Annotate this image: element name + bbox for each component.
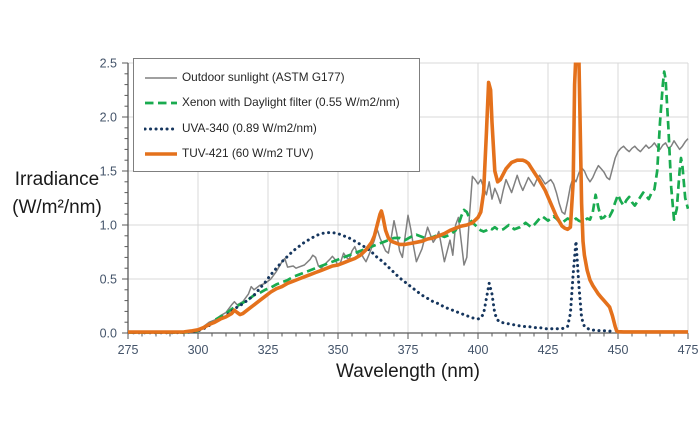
series-lines xyxy=(128,62,689,335)
y-axis-title-line2: (W/m²/nm) xyxy=(12,196,102,218)
y-axis-title: Irradiance (W/m²/nm) xyxy=(0,166,114,221)
legend-item-uva-340: UVA-340 (0.89 W/m2/nm) xyxy=(143,120,417,135)
axes xyxy=(122,62,689,339)
legend-line-sample-outdoor-sunlight xyxy=(144,71,178,83)
series-line-xenon-daylight-filter xyxy=(128,70,689,335)
y-tick-label: 2.5 xyxy=(100,57,117,71)
series-line-tuv-421 xyxy=(128,62,688,334)
legend-label-xenon-daylight-filter: Xenon with Daylight filter (0.55 W/m2/nm… xyxy=(182,95,400,110)
legend-line-sample-tuv-421 xyxy=(144,147,178,159)
legend-item-outdoor-sunlight: Outdoor sunlight (ASTM G177) xyxy=(144,70,417,84)
x-tick-label: 450 xyxy=(608,343,629,357)
series-line-uva-340 xyxy=(128,231,614,335)
legend: Outdoor sunlight (ASTM G177) Xenon with … xyxy=(133,58,420,172)
legend-label-uva-340: UVA-340 (0.89 W/m2/nm) xyxy=(182,120,317,135)
x-axis-title: Wavelength (nm) xyxy=(336,361,480,382)
tick-labels: 275 300 325 350 375 400 425 450 475 0.0 0.5 1.0 1.5 2… xyxy=(100,57,699,358)
legend-line-sample-xenon-daylight-filter xyxy=(144,96,178,108)
x-tick-label: 400 xyxy=(468,343,489,357)
y-tick-label: 1.5 xyxy=(100,165,117,179)
y-tick-label: 0.0 xyxy=(100,327,117,341)
legend-label-tuv-421: TUV-421 (60 W/m2 TUV) xyxy=(182,146,314,161)
legend-item-xenon-daylight-filter: Xenon with Daylight filter (0.55 W/m2/nm… xyxy=(144,95,417,109)
x-tick-label: 325 xyxy=(258,343,279,357)
y-tick-label: 1.0 xyxy=(100,219,117,233)
series-line-outdoor-sunlight xyxy=(128,138,689,334)
x-tick-label: 375 xyxy=(398,343,419,357)
legend-label-outdoor-sunlight: Outdoor sunlight (ASTM G177) xyxy=(182,69,345,84)
x-tick-label: 475 xyxy=(678,343,699,357)
x-tick-label: 425 xyxy=(538,343,559,357)
legend-item-tuv-421: TUV-421 (60 W/m2 TUV) xyxy=(144,146,417,160)
y-tick-label: 0.5 xyxy=(100,273,117,287)
y-axis-title-line1: Irradiance xyxy=(14,169,100,190)
x-tick-label: 350 xyxy=(328,343,349,357)
x-tick-label: 275 xyxy=(118,343,139,357)
y-tick-label: 2.0 xyxy=(100,111,117,125)
legend-line-sample-uva-340 xyxy=(143,122,179,134)
x-tick-label: 300 xyxy=(188,343,209,357)
